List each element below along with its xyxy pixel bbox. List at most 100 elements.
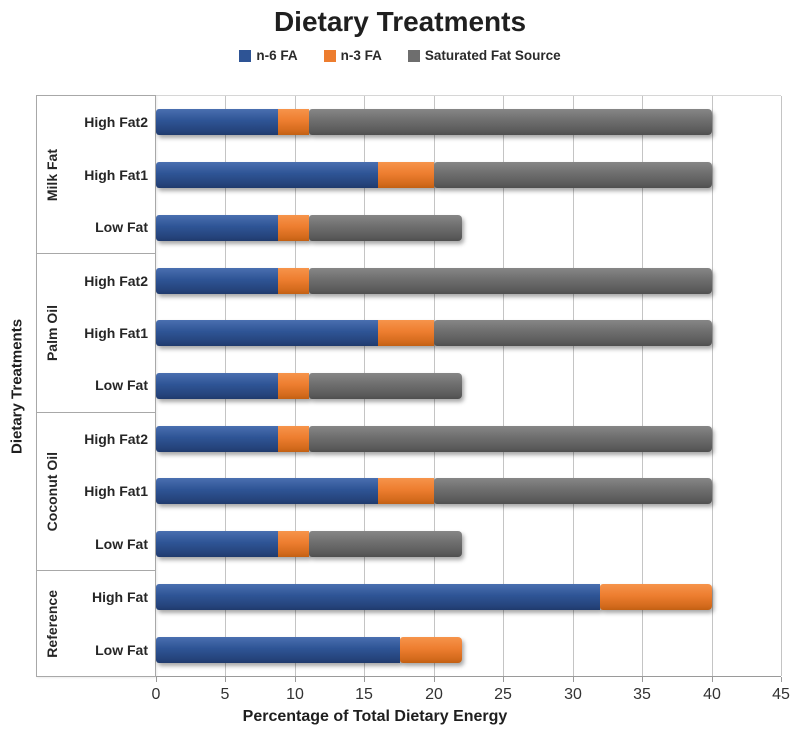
legend: n-6 FA n-3 FA Saturated Fat Source (0, 48, 800, 63)
bar-segment-n6 (156, 267, 279, 294)
legend-label: Saturated Fat Source (424, 48, 561, 63)
bar-segment-n3 (378, 478, 434, 505)
group-label: Palm Oil (44, 305, 60, 362)
bar (156, 636, 462, 663)
bar-segment-n6 (156, 214, 279, 241)
gridline (642, 96, 643, 676)
bar-segment-n6 (156, 583, 601, 610)
bar-row (156, 360, 781, 413)
bar-segment-n3 (400, 636, 462, 663)
bar-segment-n3 (278, 214, 309, 241)
bar-segment-n6 (156, 109, 279, 136)
bar-row (156, 201, 781, 254)
bar (156, 214, 462, 241)
bar-row (156, 254, 781, 307)
bar-row (156, 623, 781, 676)
bar-segment-saturated (308, 109, 712, 136)
bar-segment-n6 (156, 478, 379, 505)
chart-title: Dietary Treatments (273, 6, 527, 37)
x-tick-label: 5 (220, 686, 230, 703)
x-tick-label: 35 (633, 686, 651, 703)
row-label: High Fat1 (84, 325, 148, 342)
bar-segment-saturated (433, 162, 712, 189)
tick-mark (642, 677, 643, 682)
x-axis-tick-labels: 0 5 10 15 20 25 30 35 40 45 (0, 686, 800, 706)
bar (156, 162, 712, 189)
row-label: High Fat1 (84, 483, 148, 500)
tick-mark (295, 677, 296, 682)
bar-segment-n3 (600, 583, 712, 610)
row-label: High Fat2 (84, 114, 148, 131)
bar-row (156, 149, 781, 202)
legend-swatch-orange (323, 49, 336, 62)
bar-row (156, 96, 781, 149)
x-axis-title: Percentage of Total Dietary Energy (242, 708, 508, 725)
tick-mark (503, 677, 504, 682)
bar-segment-n3 (278, 425, 309, 452)
group-label: Coconut Oil (44, 451, 60, 532)
group-label-column: Milk Fat (37, 96, 67, 253)
y-axis-title: Dietary Treatments (8, 318, 26, 454)
bar (156, 583, 712, 610)
bar-segment-saturated (308, 373, 462, 400)
category-group: Coconut Oil High Fat2 High Fat1 Low Fat (37, 413, 155, 572)
bar (156, 320, 712, 347)
gridline (781, 96, 782, 676)
bar-segment-n3 (278, 267, 309, 294)
gridline (712, 96, 713, 676)
group-label: Reference (44, 589, 60, 658)
group-label-column: Palm Oil (37, 254, 67, 411)
row-label: High Fat2 (84, 430, 148, 447)
legend-swatch-blue (239, 49, 252, 62)
bar (156, 109, 712, 136)
plot-area (156, 95, 782, 677)
bar-segment-n3 (378, 162, 434, 189)
legend-label: n-6 FA (256, 48, 298, 63)
gridline (503, 96, 504, 676)
bar-segment-n6 (156, 531, 279, 558)
tick-mark (156, 677, 157, 682)
bar-segment-n3 (278, 531, 309, 558)
bar (156, 267, 712, 294)
bar-segment-saturated (308, 531, 462, 558)
bar (156, 373, 462, 400)
bar-row (156, 412, 781, 465)
x-tick-label: 0 (151, 686, 161, 703)
bar-segment-saturated (308, 214, 462, 241)
group-label-column: Reference (37, 571, 67, 676)
x-tick-label: 15 (355, 686, 373, 703)
x-tick-label: 40 (703, 686, 721, 703)
category-group: Palm Oil High Fat2 High Fat1 Low Fat (37, 254, 155, 413)
bar-segment-n6 (156, 162, 379, 189)
bar-segment-n3 (278, 373, 309, 400)
row-label: High Fat (92, 589, 148, 606)
row-label: High Fat2 (84, 272, 148, 289)
bar-segment-saturated (433, 320, 712, 347)
bar-segment-saturated (433, 478, 712, 505)
x-tick-label: 25 (494, 686, 512, 703)
category-axis: Milk Fat High Fat2 High Fat1 Low Fat Palm Oi… (36, 95, 156, 677)
bar-row (156, 465, 781, 518)
bar-segment-n6 (156, 320, 379, 347)
tick-mark (573, 677, 574, 682)
bar (156, 425, 712, 452)
category-group: Reference High Fat Low Fat (37, 571, 155, 676)
tick-mark (364, 677, 365, 682)
legend-item: n-3 FA (323, 48, 382, 63)
gridline (573, 96, 574, 676)
bar-segment-n3 (378, 320, 434, 347)
legend-label: n-3 FA (340, 48, 382, 63)
bar (156, 531, 462, 558)
legend-item: Saturated Fat Source (407, 48, 561, 63)
legend-swatch-gray (407, 49, 420, 62)
tick-mark (434, 677, 435, 682)
tick-mark (712, 677, 713, 682)
row-label: Low Fat (95, 377, 148, 394)
bar-row (156, 307, 781, 360)
bar-segment-n6 (156, 425, 279, 452)
legend-item: n-6 FA (239, 48, 298, 63)
x-tick-label: 20 (425, 686, 443, 703)
tick-mark (225, 677, 226, 682)
group-label: Milk Fat (44, 148, 60, 201)
